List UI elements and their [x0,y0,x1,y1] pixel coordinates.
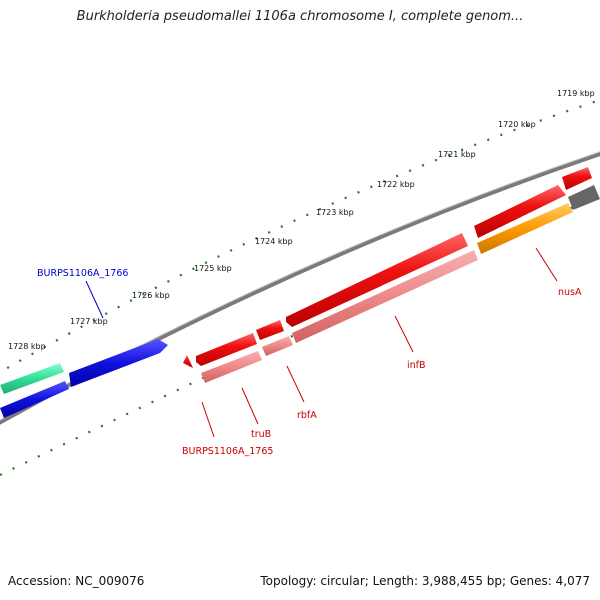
gene-label-rbfa[interactable]: rbfA [297,410,317,421]
gene-infb-arrow[interactable] [474,185,566,238]
scale-label: 1727 kbp [70,317,108,326]
gene-label-nusa[interactable]: nusA [558,287,582,298]
scale-label: 1719 kbp [557,89,595,98]
outer-scale-ticks [0,98,600,374]
scale-labels: 1719 kbp 1720 kbp 1721 kbp 1722 kbp 1723… [8,89,595,351]
gene-label-trub[interactable]: truB [251,429,271,440]
scale-label: 1722 kbp [377,180,415,189]
scale-label: 1720 kbp [498,120,536,129]
map-title: Burkholderia pseudomallei 1106a chromoso… [76,9,524,24]
gene-burps1106a-1766-arrow[interactable] [0,363,64,394]
gene-blue-arrow[interactable] [69,339,168,387]
scale-label: 1721 kbp [438,150,476,159]
scale-label: 1728 kbp [8,342,46,351]
scale-label: 1723 kbp [316,208,354,217]
cds-infB[interactable] [292,250,478,343]
gene-label-infb[interactable]: infB [407,360,426,371]
leader-rbfa [286,365,305,403]
cds-nusA[interactable] [477,203,573,254]
leader-infb [394,315,414,353]
cds-blue-lower[interactable] [0,381,69,418]
gene-nusa-arrow[interactable] [562,167,592,190]
leader-burps1106a-1766 [85,280,104,319]
gene-label-burps1106a-1766[interactable]: BURPS1106A_1766 [37,268,128,279]
cds-rbfA[interactable] [262,336,293,356]
genome-summary-text: Topology: circular; Length: 3,988,455 bp… [260,574,590,588]
gene-gray-arrow[interactable] [568,185,600,210]
accession-text: Accession: NC_009076 [8,574,145,588]
gene-burps1106a-1765-arrow[interactable] [196,333,257,366]
leader-nusa [535,247,558,282]
cds-truB[interactable] [201,351,262,383]
scale-label: 1726 kbp [132,291,170,300]
gene-rbfa-arrow[interactable] [286,233,468,327]
scale-label: 1724 kbp [255,237,293,246]
leader-trub [241,387,259,425]
gene-small-red-arrow[interactable] [183,355,193,368]
gene-trub-arrow[interactable] [256,320,284,340]
gene-label-burps1106a-1765[interactable]: BURPS1106A_1765 [182,446,273,457]
leader-burps1106a-1765 [201,401,215,438]
chromosome-backbone [0,151,600,425]
scale-label: 1725 kbp [194,264,232,273]
